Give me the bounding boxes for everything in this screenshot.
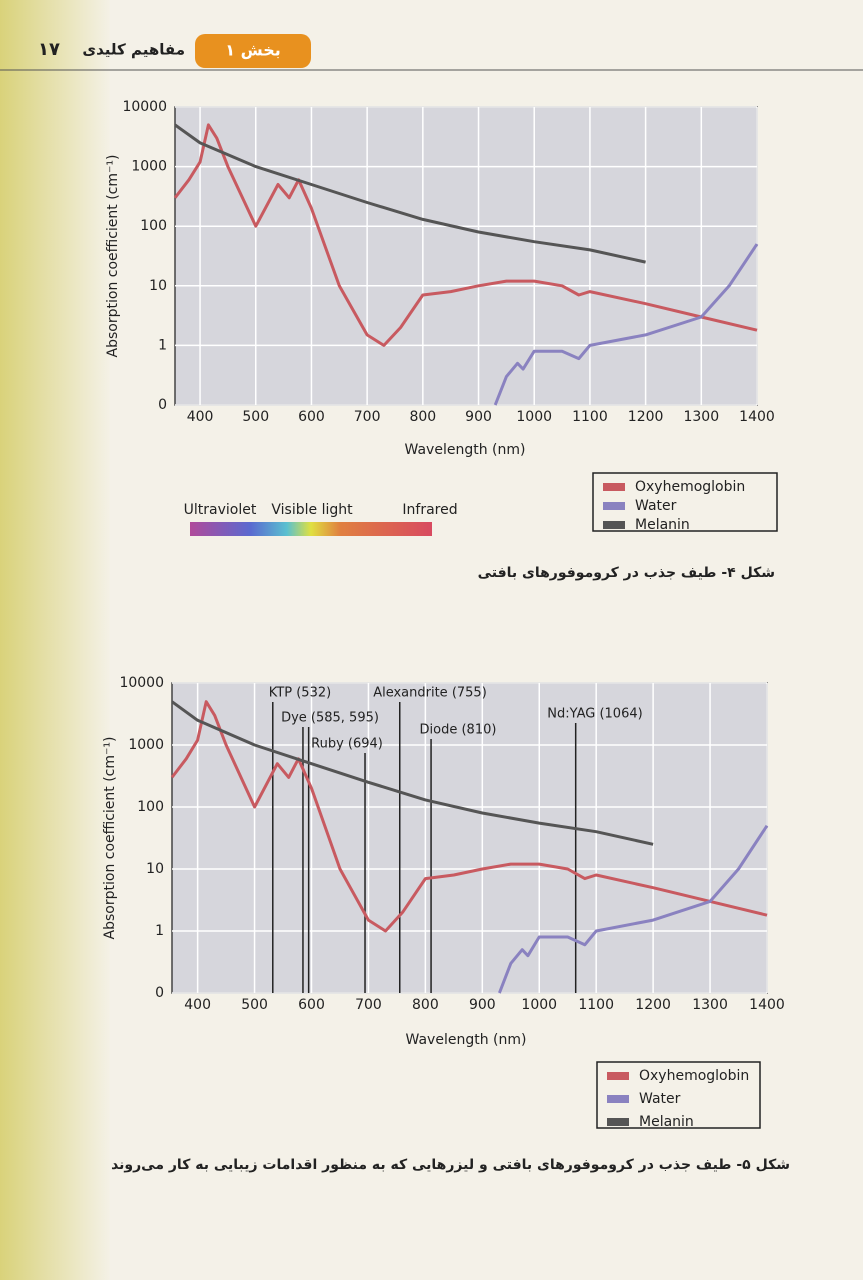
x-tick-label: 1400 [749, 997, 785, 1013]
y-tick-label: 1000 [131, 159, 167, 175]
x-tick-label: 500 [242, 409, 269, 425]
page-edge [0, 0, 110, 1280]
y-tick-label: 100 [140, 218, 167, 234]
series-line [174, 123, 646, 264]
y-tick-label: 1 [158, 337, 167, 353]
y-axis-label: Absorption coefficient (cm⁻¹) [102, 737, 118, 940]
legend-label: Oxyhemoglobin [635, 479, 745, 495]
x-tick-label: 1200 [635, 997, 671, 1013]
page-number: ۱۷ [38, 39, 60, 60]
legend-swatch [603, 502, 625, 510]
figure-caption: شکل ۵- طیف جذب در کروموفورهای بافتی و لی… [111, 1157, 790, 1173]
x-axis-label: Wavelength (nm) [406, 1032, 527, 1048]
x-tick-label: 1300 [683, 409, 719, 425]
laser-label: KTP (532) [269, 686, 331, 701]
y-tick-label: 0 [158, 397, 167, 413]
plot-area [174, 106, 758, 406]
spectrum-label: Infrared [402, 502, 457, 518]
x-tick-label: 400 [184, 997, 211, 1013]
laser-label: Alexandrite (755) [373, 686, 487, 701]
x-tick-label: 800 [409, 409, 436, 425]
x-tick-label: 1400 [739, 409, 775, 425]
plot-area [171, 682, 768, 994]
laser-label: Dye (585, 595) [281, 711, 379, 726]
series-line [498, 824, 769, 994]
y-tick-label: 10 [149, 278, 167, 294]
series-line [173, 123, 758, 347]
x-tick-label: 500 [241, 997, 268, 1013]
x-tick-label: 1100 [572, 409, 608, 425]
x-tick-label: 1200 [628, 409, 664, 425]
y-tick-label: 1000 [128, 737, 164, 753]
legend-label: Melanin [639, 1114, 694, 1130]
x-tick-label: 1300 [692, 997, 728, 1013]
section-label: بخش ۱ [225, 41, 281, 60]
figure-caption: شکل ۴- طیف جذب در کروموفورهای بافتی [478, 565, 775, 581]
x-tick-label: 700 [355, 997, 382, 1013]
x-axis-label: Wavelength (nm) [405, 442, 526, 458]
y-tick-label: 0 [155, 985, 164, 1001]
legend-label: Water [635, 498, 677, 514]
y-tick-label: 1 [155, 923, 164, 939]
spectrum-bar [190, 522, 432, 536]
spectrum-label: Visible light [271, 502, 353, 518]
y-tick-label: 100 [137, 799, 164, 815]
spectrum-label: Ultraviolet [184, 502, 257, 518]
series-line [171, 700, 654, 846]
header-title: مفاهیم کلیدی [82, 41, 185, 59]
x-tick-label: 1000 [516, 409, 552, 425]
y-tick-label: 10000 [122, 99, 167, 115]
series-line [493, 243, 759, 406]
x-tick-label: 600 [298, 997, 325, 1013]
laser-label: Nd:YAG (1064) [547, 707, 642, 722]
legend-label: Oxyhemoglobin [639, 1068, 749, 1084]
y-tick-label: 10000 [119, 675, 164, 691]
x-tick-label: 1000 [521, 997, 557, 1013]
y-axis-label: Absorption coefficient (cm⁻¹) [105, 155, 121, 358]
legend-swatch [607, 1072, 629, 1080]
x-tick-label: 900 [465, 409, 492, 425]
legend-swatch [603, 483, 625, 491]
x-tick-label: 800 [412, 997, 439, 1013]
x-tick-label: 600 [298, 409, 325, 425]
laser-label: Ruby (694) [311, 737, 383, 752]
x-tick-label: 400 [187, 409, 214, 425]
series-line [170, 700, 768, 933]
x-tick-label: 700 [354, 409, 381, 425]
legend-swatch [607, 1118, 629, 1126]
x-tick-label: 1100 [578, 997, 614, 1013]
legend-label: Melanin [635, 517, 690, 533]
legend-label: Water [639, 1091, 681, 1107]
section-tab [195, 34, 311, 68]
y-tick-label: 10 [146, 861, 164, 877]
x-tick-label: 900 [469, 997, 496, 1013]
laser-label: Diode (810) [420, 723, 497, 738]
legend-swatch [603, 521, 625, 529]
legend-swatch [607, 1095, 629, 1103]
